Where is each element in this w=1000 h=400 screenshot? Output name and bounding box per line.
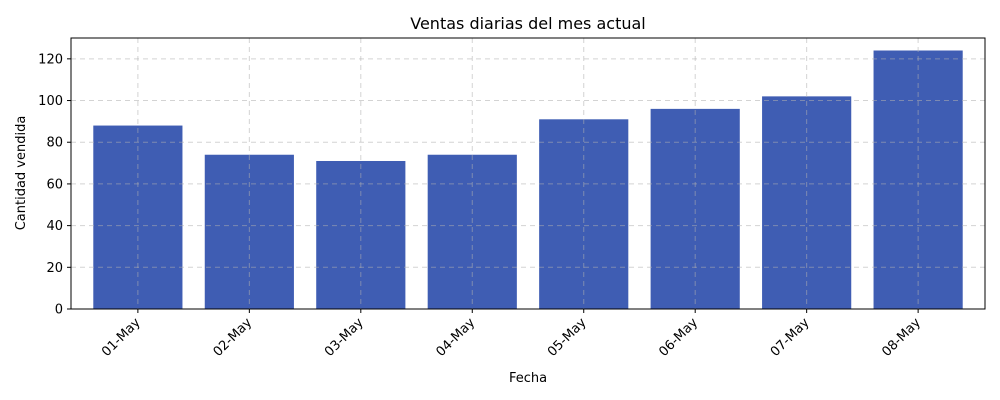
plot-frame bbox=[70, 37, 986, 310]
y-tick-label: 120 bbox=[38, 52, 63, 67]
chart-title: Ventas diarias del mes actual bbox=[410, 14, 646, 33]
y-tick-label: 80 bbox=[46, 136, 63, 151]
x-tick-label: 06-May bbox=[656, 315, 701, 360]
x-tick-label: 04-May bbox=[433, 315, 478, 360]
x-tick-label: 08-May bbox=[879, 315, 924, 360]
x-tick-label: 02-May bbox=[211, 315, 256, 360]
x-axis: 01-May 02-May 03-May 04-May 05-May 06-May 07-M… bbox=[99, 309, 924, 360]
y-tick-label: 100 bbox=[38, 94, 63, 109]
y-axis-label: Cantidad vendida bbox=[14, 116, 29, 231]
grid-layer bbox=[71, 38, 985, 310]
y-tick-label: 0 bbox=[55, 303, 63, 318]
bars-layer bbox=[93, 50, 963, 309]
x-tick-label: 03-May bbox=[322, 315, 367, 360]
bar bbox=[873, 50, 963, 309]
y-tick-label: 40 bbox=[46, 219, 63, 234]
x-tick-label: 05-May bbox=[545, 315, 590, 360]
y-tick-label: 20 bbox=[46, 261, 63, 276]
x-tick-label: 07-May bbox=[768, 315, 813, 360]
x-axis-label: Fecha bbox=[509, 371, 547, 386]
y-tick-label: 60 bbox=[46, 177, 63, 192]
x-tick-label: 01-May bbox=[99, 315, 144, 360]
y-axis: 0 20 40 60 80 100 120 bbox=[38, 52, 71, 318]
